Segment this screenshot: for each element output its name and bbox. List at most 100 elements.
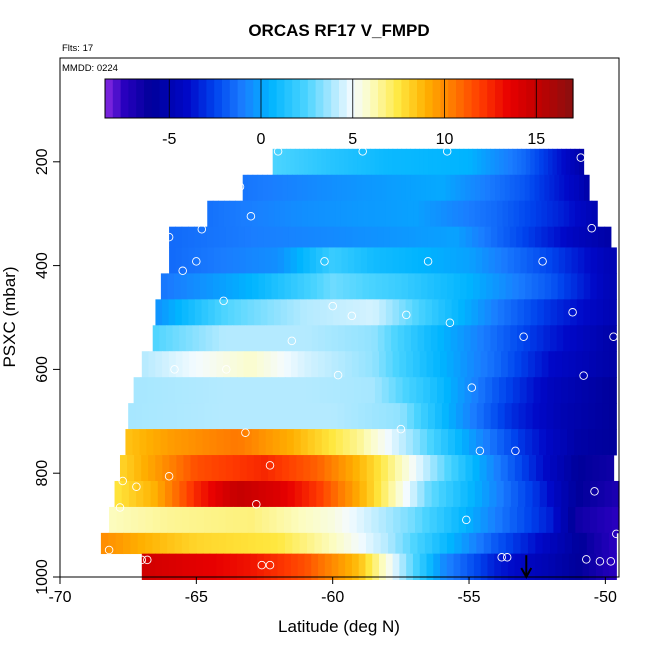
heatmap-cell	[521, 455, 530, 482]
heatmap-cell	[188, 429, 197, 456]
heatmap-cell	[429, 506, 438, 534]
heatmap-cell	[283, 506, 292, 534]
heatmap-cell	[293, 299, 301, 326]
heatmap-cell	[469, 403, 478, 430]
heatmap-cell	[147, 377, 155, 404]
heatmap-cell	[356, 273, 364, 300]
colorbar-cell	[307, 79, 317, 118]
heatmap-cell	[372, 553, 380, 580]
heatmap-cell	[211, 506, 219, 534]
heatmap-cell	[519, 377, 528, 404]
heatmap-cell	[316, 174, 323, 202]
heatmap-cell	[531, 273, 539, 300]
heatmap-cell	[541, 226, 549, 248]
heatmap-cell	[519, 174, 526, 202]
heatmap-cell	[392, 351, 400, 378]
heatmap-cell	[447, 273, 455, 300]
heatmap-cell	[277, 532, 286, 555]
heatmap-cell	[384, 325, 392, 352]
colorbar-cell	[253, 79, 262, 118]
heatmap-cell	[424, 532, 433, 555]
heatmap-cell	[400, 403, 408, 430]
heatmap-cell	[478, 377, 486, 404]
heatmap-cell	[314, 532, 323, 555]
heatmap-cell	[570, 148, 576, 176]
heatmap-cell	[295, 403, 304, 430]
heatmap-cell	[340, 200, 348, 228]
heatmap-cell	[270, 226, 277, 248]
heatmap-cell	[325, 148, 332, 176]
heatmap-band	[125, 429, 617, 456]
heatmap-cell	[209, 377, 217, 404]
heatmap-cell	[485, 148, 491, 176]
heatmap-band	[141, 351, 617, 378]
sample-circle	[197, 225, 207, 234]
heatmap-cell	[524, 174, 531, 202]
colorbar-cell	[167, 79, 176, 118]
heatmap-cell	[476, 429, 484, 456]
heatmap-cell	[337, 480, 346, 508]
heatmap-cell	[504, 299, 512, 326]
heatmap-cell	[571, 455, 579, 482]
heatmap-cell	[421, 403, 429, 430]
heatmap-cell	[395, 273, 403, 300]
heatmap-cell	[312, 377, 321, 404]
heatmap-cell	[423, 377, 431, 404]
heatmap-cell	[385, 299, 394, 326]
heatmap-cell	[301, 480, 310, 508]
heatmap-cell	[569, 325, 578, 352]
heatmap-cell	[383, 148, 389, 176]
sample-circle	[568, 308, 577, 317]
heatmap-cell	[366, 174, 372, 202]
heatmap-cell	[455, 403, 464, 430]
heatmap-cell	[281, 403, 290, 430]
heatmap-cell	[318, 553, 326, 580]
sample-circle	[252, 500, 261, 509]
heatmap-cell	[282, 455, 290, 482]
heatmap-cell	[535, 455, 544, 482]
heatmap-cell	[271, 247, 279, 274]
heatmap-cell	[215, 480, 224, 508]
heatmap-cell	[446, 480, 454, 508]
heatmap-cell	[440, 429, 449, 456]
heatmap-cell	[426, 553, 434, 580]
heatmap-cell	[502, 200, 509, 228]
colorbar-cell	[456, 79, 465, 118]
heatmap-cell	[432, 148, 438, 176]
heatmap-cell	[589, 506, 598, 534]
colorbar-cell	[463, 79, 473, 118]
heatmap-cell	[247, 174, 254, 202]
heatmap-cell	[609, 351, 617, 378]
heatmap-cell	[571, 247, 579, 274]
heatmap-cell	[302, 403, 311, 430]
heatmap-cell	[167, 506, 176, 534]
heatmap-cell	[399, 247, 407, 274]
heatmap-cell	[582, 480, 591, 508]
heatmap-cell	[334, 148, 340, 176]
heatmap-cell	[276, 226, 284, 248]
heatmap-cell	[485, 200, 492, 228]
heatmap-cell	[557, 299, 565, 326]
heatmap-cell	[533, 377, 542, 404]
heatmap-cell	[510, 480, 519, 508]
heatmap-cell	[321, 429, 330, 456]
heatmap-cell	[208, 299, 216, 326]
heatmap-cell	[335, 429, 344, 456]
heatmap-cell	[385, 506, 394, 534]
heatmap-cell	[495, 174, 501, 202]
heatmap-cell	[480, 351, 489, 378]
heatmap-cell	[245, 325, 253, 352]
heatmap-cell	[602, 403, 610, 430]
heatmap-cell	[216, 429, 225, 456]
heatmap-cell	[169, 455, 177, 482]
heatmap-cell	[450, 377, 459, 404]
heatmap-cell	[453, 273, 461, 300]
heatmap-cell	[232, 403, 241, 430]
heatmap-cell	[543, 455, 551, 482]
heatmap-cell	[176, 455, 185, 482]
heatmap-cell	[372, 351, 380, 378]
heatmap-cell	[344, 403, 352, 430]
heatmap-cell	[433, 429, 442, 456]
heatmap-cell	[373, 247, 381, 274]
heatmap-cell	[316, 480, 325, 508]
